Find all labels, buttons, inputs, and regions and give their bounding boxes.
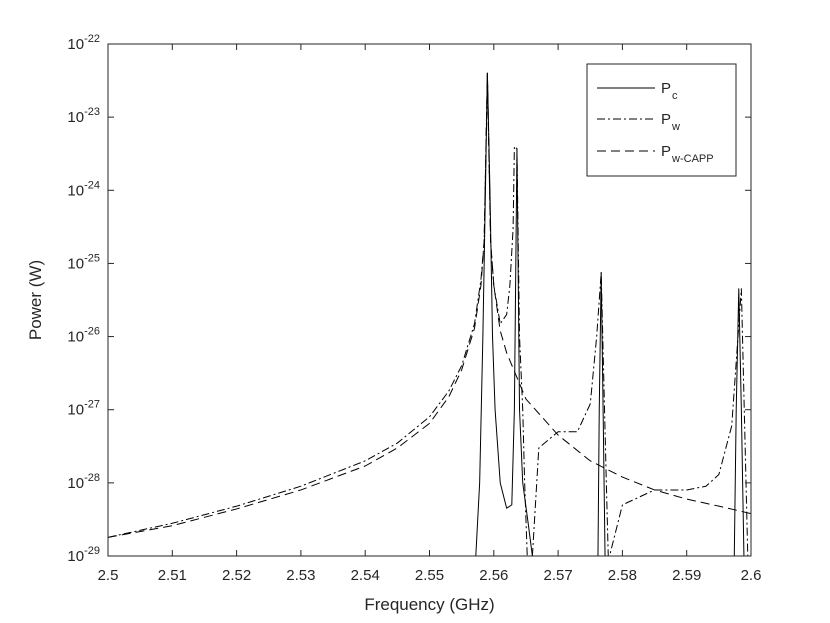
x-tick-label: 2.57 bbox=[543, 567, 572, 584]
y-tick-base: 10 bbox=[67, 36, 84, 53]
y-tick-exponent: -24 bbox=[84, 179, 100, 191]
legend-label-pc: Pc bbox=[661, 80, 678, 102]
y-tick-base: 10 bbox=[67, 548, 84, 565]
y-tick-exponent: -27 bbox=[84, 399, 100, 411]
series-layer bbox=[108, 72, 751, 556]
series-line-pw bbox=[108, 72, 751, 556]
x-tick-label: 2.51 bbox=[158, 567, 187, 584]
y-axis-label: Power (W) bbox=[26, 260, 45, 340]
y-tick-label: 10-28 bbox=[67, 472, 100, 492]
x-tick-label: 2.56 bbox=[479, 567, 508, 584]
axes-layer: 2.5 2.51 2.52 2.53 2.54 2.55 2.56 2.57 2.58 2.59 2… bbox=[67, 33, 761, 584]
series-line-pw-capp bbox=[108, 72, 751, 538]
y-tick-label: 10-29 bbox=[67, 545, 100, 565]
x-axis-label: Frequency (GHz) bbox=[364, 595, 494, 614]
x-tick-label: 2.52 bbox=[222, 567, 251, 584]
y-tick-label: 10-25 bbox=[67, 252, 100, 272]
legend-label-pw: Pw bbox=[661, 111, 680, 133]
y-tick-label: 10-27 bbox=[67, 399, 100, 419]
y-tick-exponent: -29 bbox=[84, 545, 100, 557]
legend-box bbox=[586, 63, 737, 177]
plot-frame bbox=[107, 43, 752, 557]
x-tick-label: 2.55 bbox=[415, 567, 444, 584]
x-tick-label: 2.58 bbox=[608, 567, 637, 584]
x-tick-label: 2.53 bbox=[286, 567, 315, 584]
legend-label-pw-capp: Pw-CAPP bbox=[661, 143, 714, 165]
y-tick-exponent: -26 bbox=[84, 326, 100, 338]
y-tick-exponent: -25 bbox=[84, 252, 100, 264]
x-tick-label: 2.6 bbox=[741, 567, 762, 584]
legend: Pc Pw Pw-CAPP bbox=[586, 63, 737, 177]
y-tick-base: 10 bbox=[67, 182, 84, 199]
y-tick-base: 10 bbox=[67, 475, 84, 492]
y-tick-label: 10-22 bbox=[67, 33, 100, 53]
x-tick-label: 2.59 bbox=[672, 567, 701, 584]
y-tick-label: 10-23 bbox=[67, 106, 100, 126]
y-tick-label: 10-26 bbox=[67, 326, 100, 346]
y-tick-label: 10-24 bbox=[67, 179, 100, 199]
x-tick-label: 2.54 bbox=[351, 567, 380, 584]
y-tick-base: 10 bbox=[67, 109, 84, 126]
y-tick-base: 10 bbox=[67, 255, 84, 272]
y-tick-base: 10 bbox=[67, 402, 84, 419]
y-tick-exponent: -28 bbox=[84, 472, 100, 484]
y-tick-exponent: -23 bbox=[84, 106, 100, 118]
y-tick-exponent: -22 bbox=[84, 33, 100, 45]
y-tick-base: 10 bbox=[67, 329, 84, 346]
x-tick-label: 2.5 bbox=[98, 567, 119, 584]
